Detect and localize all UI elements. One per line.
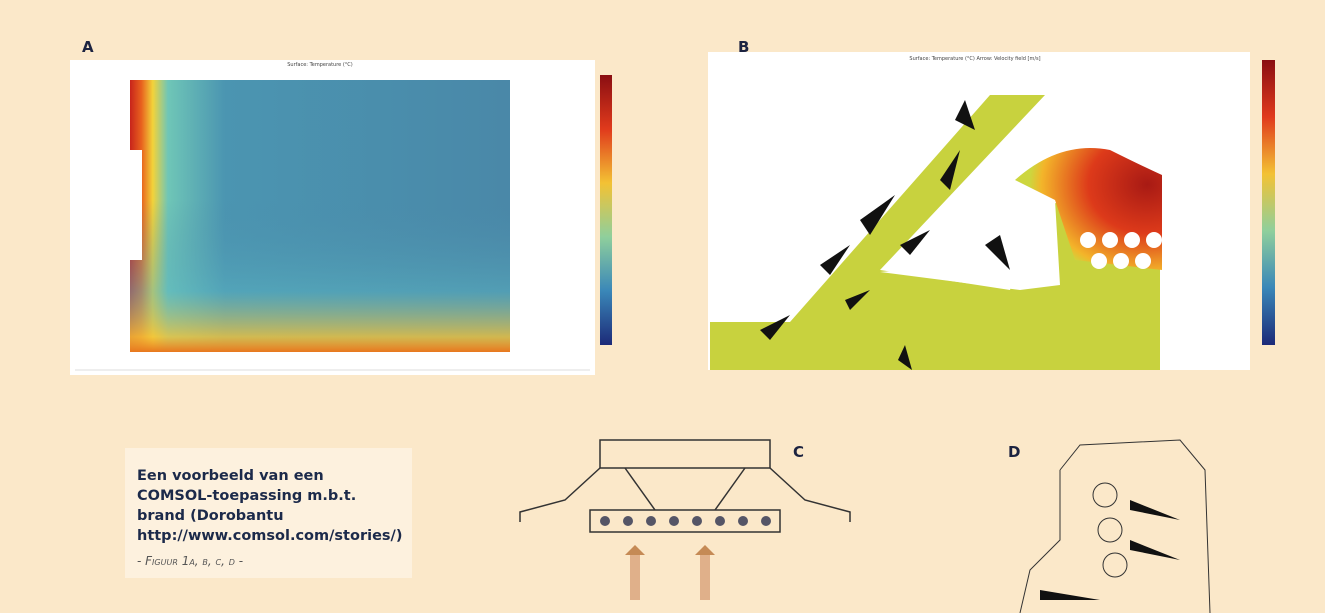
arrow-c (700, 555, 710, 600)
panel-label: A (82, 38, 94, 56)
heatmap-bottom (130, 200, 510, 352)
arrows-d (1040, 500, 1180, 600)
arrow-c (695, 545, 715, 555)
panel-label: C (793, 443, 804, 461)
arrow-c (625, 545, 645, 555)
caption: Een voorbeeld van een COMSOL-toepassing … (137, 466, 402, 546)
colorbar (1262, 60, 1275, 345)
panel-b-title: Surface: Temperature (°C) Arrow: Velocit… (909, 56, 1040, 62)
arrow-c (630, 555, 640, 600)
page: Surface: Temperature (°C) Surface: Tempe… (0, 0, 1325, 613)
panel-label: D (1008, 443, 1020, 461)
figure-label: - Figuur 1a, b, c, d - (137, 554, 402, 568)
tubes-c (600, 516, 771, 526)
panel-a-title: Surface: Temperature (°C) (287, 62, 353, 68)
notch (130, 150, 142, 260)
colorbar (600, 75, 612, 345)
diagram-d (1020, 440, 1210, 613)
panel-label: B (738, 38, 749, 56)
caption-box: Een voorbeeld van een COMSOL-toepassing … (125, 448, 412, 578)
